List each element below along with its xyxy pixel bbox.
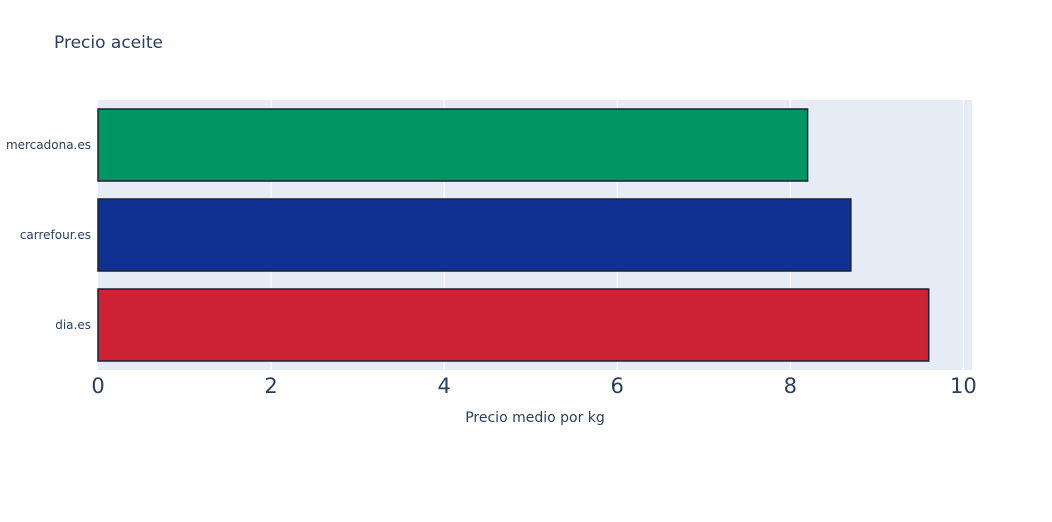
y-tick-mercadona-es: mercadona.es bbox=[6, 138, 91, 152]
x-axis-label: Precio medio por kg bbox=[465, 410, 605, 426]
x-tick-4: 4 bbox=[437, 374, 450, 398]
x-tick-labels: 0 2 4 6 8 10 bbox=[91, 374, 976, 398]
bar-mercadona-es bbox=[97, 108, 809, 182]
y-tick-labels: mercadona.es carrefour.es dia.es bbox=[6, 138, 91, 332]
y-tick-carrefour-es: carrefour.es bbox=[20, 228, 91, 242]
x-tick-2: 2 bbox=[264, 374, 277, 398]
x-tick-0: 0 bbox=[91, 374, 104, 398]
bar-carrefour-es bbox=[97, 198, 852, 272]
x-tick-8: 8 bbox=[784, 374, 797, 398]
bar-dia-es bbox=[97, 288, 930, 362]
bars bbox=[97, 108, 930, 362]
x-tick-10: 10 bbox=[950, 374, 977, 398]
y-tick-dia-es: dia.es bbox=[55, 318, 91, 332]
chart-title: Precio aceite bbox=[54, 33, 163, 53]
x-tick-6: 6 bbox=[611, 374, 624, 398]
